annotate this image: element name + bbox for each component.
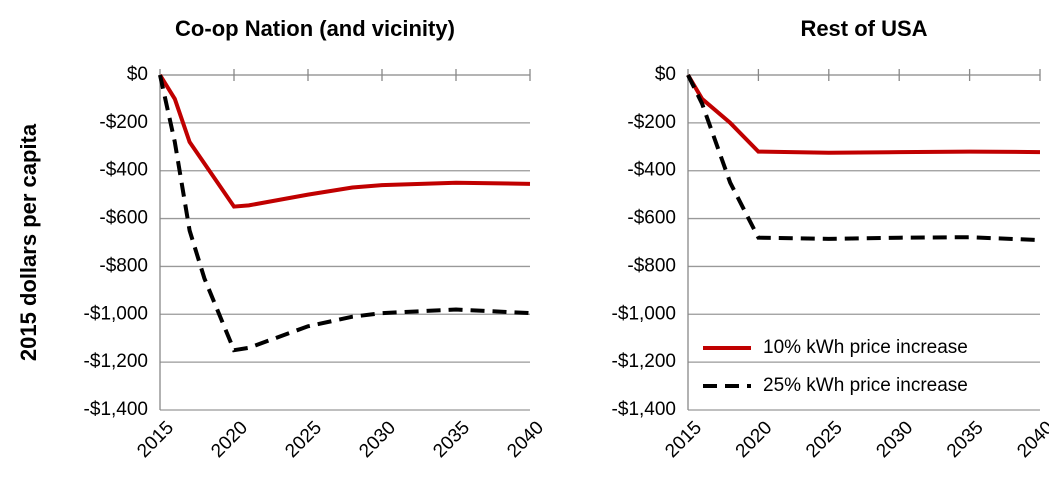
y-tick-label: -$200 (99, 112, 148, 133)
series-line (158, 74, 531, 353)
y-tick-label: -$1,400 (612, 399, 676, 420)
legend-label: 25% kWh price increase (763, 375, 968, 396)
legend-label: 10% kWh price increase (763, 337, 968, 358)
x-tick-label: 2015 (133, 417, 178, 462)
series-line (158, 73, 531, 209)
x-tick-label: 2035 (943, 417, 988, 462)
x-tick-label: 2040 (503, 417, 548, 462)
y-tick-label: -$800 (99, 255, 148, 276)
x-tick-label: 2035 (429, 417, 474, 462)
y-tick-label: $0 (127, 64, 148, 85)
y-tick-label: -$400 (99, 160, 148, 181)
y-tick-label: -$800 (627, 255, 676, 276)
series-line (686, 73, 1041, 155)
y-tick-label: -$200 (627, 112, 676, 133)
x-tick-label: 2025 (802, 417, 847, 462)
y-tick-label: -$1,000 (612, 303, 676, 324)
y-tick-label: -$1,400 (84, 399, 148, 420)
x-tick-label: 2030 (355, 417, 400, 462)
y-tick-label: -$1,200 (84, 351, 148, 372)
x-tick-label: 2040 (1013, 417, 1049, 462)
x-tick-label: 2030 (872, 417, 917, 462)
chart-title: Co-op Nation (and vicinity) (175, 16, 455, 41)
x-tick-label: 2025 (281, 417, 326, 462)
y-tick-label: -$600 (99, 208, 148, 229)
y-tick-label: -$1,200 (612, 351, 676, 372)
x-tick-label: 2015 (661, 417, 706, 462)
x-tick-label: 2020 (732, 417, 777, 462)
y-tick-label: $0 (655, 64, 676, 85)
y-tick-label: -$600 (627, 208, 676, 229)
y-tick-label: -$400 (627, 160, 676, 181)
y-axis-label: 2015 dollars per capita (16, 123, 41, 361)
chart-title: Rest of USA (800, 16, 927, 41)
series-line (686, 74, 1041, 243)
x-tick-label: 2020 (207, 417, 252, 462)
y-tick-label: -$1,000 (84, 303, 148, 324)
